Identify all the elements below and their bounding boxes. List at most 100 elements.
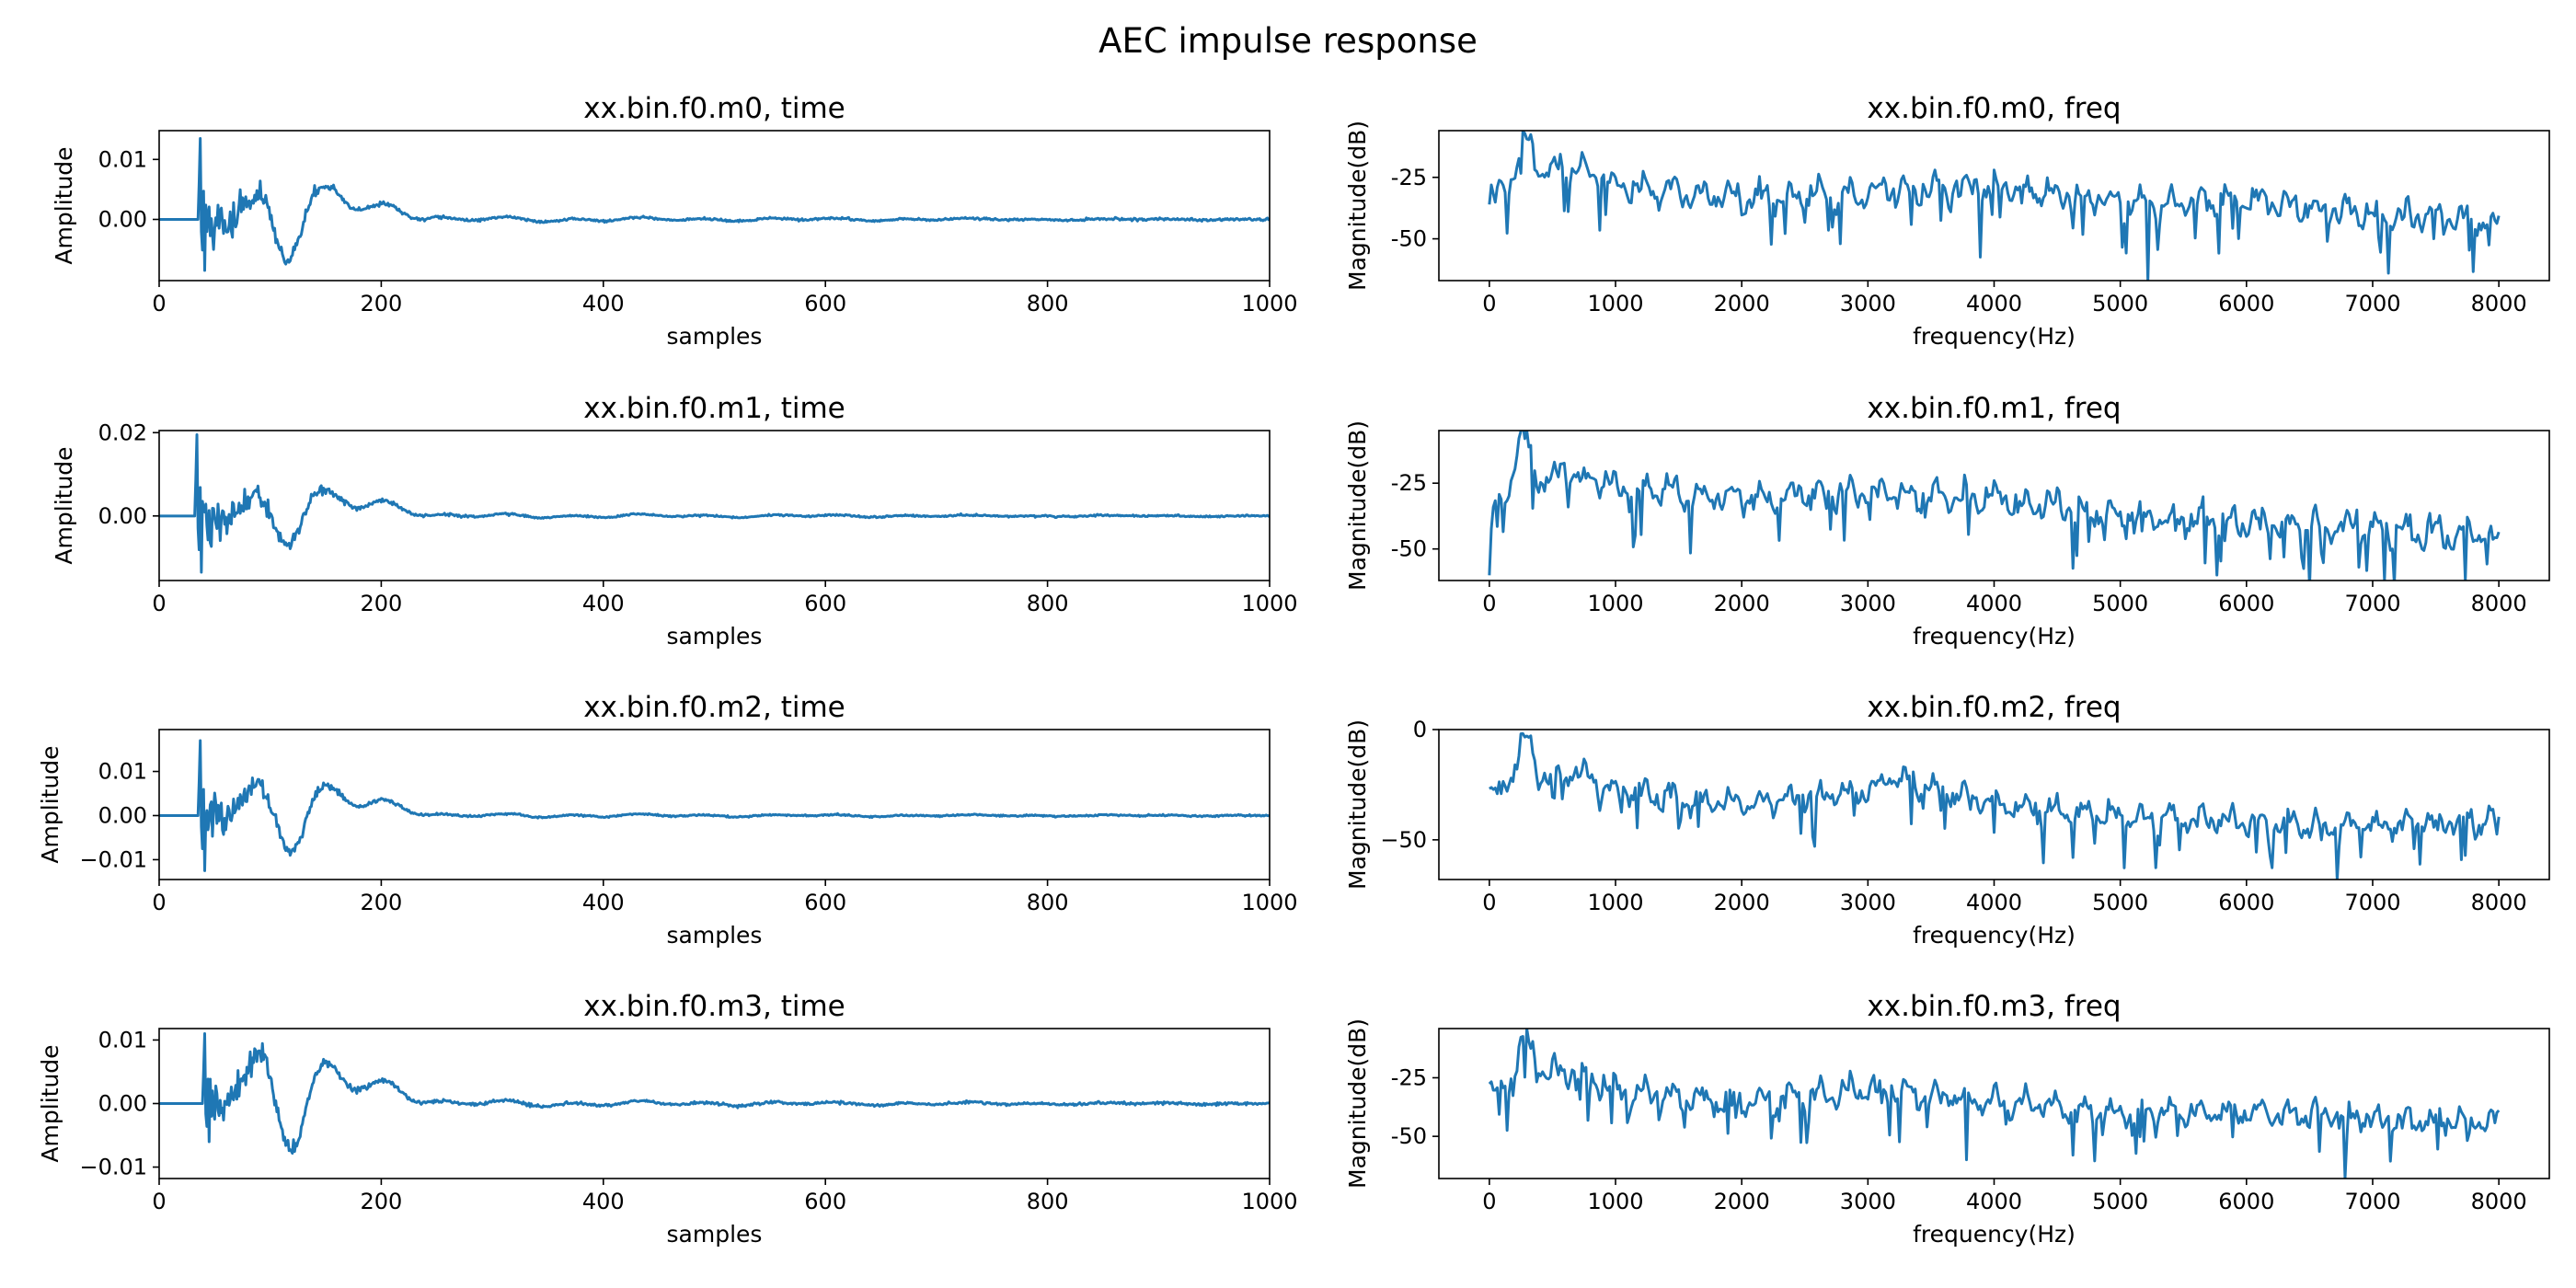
series-line bbox=[1488, 1029, 2501, 1179]
panel-title: xx.bin.f0.m3, time bbox=[583, 990, 845, 1023]
x-tick-label: 2000 bbox=[1714, 1189, 1770, 1214]
x-tick-label: 0 bbox=[152, 890, 166, 915]
x-tick-label: 2000 bbox=[1714, 291, 1770, 316]
plot-frame bbox=[158, 130, 1271, 282]
y-tick-label: 0.01 bbox=[98, 1027, 147, 1052]
x-tick-label: 0 bbox=[152, 591, 166, 616]
x-tick-label: 0 bbox=[1482, 291, 1496, 316]
x-tick-label: 400 bbox=[582, 1189, 625, 1214]
x-tick-label: 8000 bbox=[2471, 291, 2527, 316]
y-axis-label: Magnitude(dB) bbox=[1344, 719, 1371, 890]
y-tick-label: 0 bbox=[1413, 717, 1427, 742]
x-tick-label: 1000 bbox=[1241, 890, 1297, 915]
x-tick-label: 600 bbox=[804, 591, 846, 616]
x-axis-label: frequency(Hz) bbox=[1913, 922, 2076, 949]
y-tick-label: -25 bbox=[1391, 1064, 1427, 1090]
x-tick-label: 400 bbox=[582, 890, 625, 915]
x-tick-label: 5000 bbox=[2092, 291, 2148, 316]
series-line bbox=[1488, 131, 2501, 281]
y-tick-label: 0.01 bbox=[98, 759, 147, 785]
y-tick-label: -50 bbox=[1391, 536, 1427, 562]
panel-title: xx.bin.f0.m1, time bbox=[583, 392, 845, 425]
x-tick-label: 3000 bbox=[1840, 291, 1896, 316]
x-axis-label: samples bbox=[667, 922, 763, 949]
series-line bbox=[159, 136, 1270, 272]
y-tick-label: 0.00 bbox=[98, 503, 147, 529]
x-tick-label: 7000 bbox=[2344, 591, 2400, 616]
x-axis-label: frequency(Hz) bbox=[1913, 323, 2076, 350]
plot-frame bbox=[158, 729, 1271, 880]
x-tick-label: 0 bbox=[152, 1189, 166, 1214]
subplot-0: 0 200 400 600 800 1000 0.00 0.01 xx.bin.f0.m0, t… bbox=[51, 92, 1298, 350]
x-tick-label: 0 bbox=[1482, 1189, 1496, 1214]
x-tick-label: 7000 bbox=[2344, 291, 2400, 316]
x-tick-label: 3000 bbox=[1840, 890, 1896, 915]
panel-title: xx.bin.f0.m0, freq bbox=[1867, 92, 2121, 125]
subplot-5: 0 1000 2000 3000 4000 5000 6000 7000 8000 0 −50 xx.… bbox=[1344, 691, 2550, 949]
y-axis-label: Magnitude(dB) bbox=[1344, 1018, 1371, 1189]
x-tick-label: 1000 bbox=[1587, 291, 1643, 316]
x-tick-label: 1000 bbox=[1241, 591, 1297, 616]
x-tick-label: 200 bbox=[360, 1189, 402, 1214]
x-tick-label: 200 bbox=[360, 890, 402, 915]
x-tick-label: 6000 bbox=[2218, 591, 2274, 616]
x-tick-label: 6000 bbox=[2218, 291, 2274, 316]
panel-title: xx.bin.f0.m0, time bbox=[583, 92, 845, 125]
x-axis-label: samples bbox=[667, 1221, 763, 1248]
y-tick-label: -50 bbox=[1391, 226, 1427, 252]
x-tick-label: 400 bbox=[582, 591, 625, 616]
subplot-6: 0 200 400 600 800 1000 0.01 0.00 −0.01 xx.bin.f0.… bbox=[37, 990, 1298, 1248]
x-tick-label: 8000 bbox=[2471, 890, 2527, 915]
x-tick-label: 4000 bbox=[1966, 890, 2022, 915]
x-tick-label: 800 bbox=[1027, 591, 1069, 616]
x-tick-label: 1000 bbox=[1241, 1189, 1297, 1214]
x-axis-label: frequency(Hz) bbox=[1913, 623, 2076, 650]
figure-title: AEC impulse response bbox=[1098, 21, 1478, 61]
y-axis-label: Magnitude(dB) bbox=[1344, 420, 1371, 591]
x-tick-label: 4000 bbox=[1966, 1189, 2022, 1214]
x-tick-label: 600 bbox=[804, 890, 846, 915]
y-axis-label: Magnitude(dB) bbox=[1344, 121, 1371, 291]
series-line bbox=[159, 1032, 1270, 1156]
x-tick-label: 1000 bbox=[1587, 1189, 1643, 1214]
x-tick-label: 7000 bbox=[2344, 890, 2400, 915]
y-axis-label: Amplitude bbox=[51, 446, 77, 564]
x-tick-label: 5000 bbox=[2092, 591, 2148, 616]
x-tick-label: 1000 bbox=[1587, 591, 1643, 616]
x-tick-label: 600 bbox=[804, 291, 846, 316]
panel-title: xx.bin.f0.m1, freq bbox=[1867, 392, 2121, 425]
x-tick-label: 8000 bbox=[2471, 1189, 2527, 1214]
series-line bbox=[159, 739, 1270, 872]
x-tick-label: 3000 bbox=[1840, 1189, 1896, 1214]
panel-title: xx.bin.f0.m2, freq bbox=[1867, 691, 2121, 724]
x-tick-label: 2000 bbox=[1714, 890, 1770, 915]
subplot-4: 0 200 400 600 800 1000 0.01 0.00 −0.01 xx.bin.f0.… bbox=[37, 691, 1298, 949]
x-tick-label: 0 bbox=[1482, 591, 1496, 616]
subplot-3: 0 1000 2000 3000 4000 5000 6000 7000 8000 -25 -50 x… bbox=[1344, 392, 2550, 650]
subplot-2: 0 200 400 600 800 1000 0.00 0.02 xx.bin.f0.m1, t… bbox=[51, 392, 1298, 650]
x-tick-label: 2000 bbox=[1714, 591, 1770, 616]
x-tick-label: 3000 bbox=[1840, 591, 1896, 616]
x-tick-label: 200 bbox=[360, 591, 402, 616]
y-axis-label: Amplitude bbox=[37, 1044, 63, 1162]
panel-title: xx.bin.f0.m2, time bbox=[583, 691, 845, 724]
x-tick-label: 1000 bbox=[1241, 291, 1297, 316]
subplot-7: 0 1000 2000 3000 4000 5000 6000 7000 8000 -25 -50 x… bbox=[1344, 990, 2550, 1248]
plot-frame bbox=[158, 430, 1271, 581]
y-tick-label: -50 bbox=[1391, 1123, 1427, 1149]
x-tick-label: 200 bbox=[360, 291, 402, 316]
x-tick-label: 1000 bbox=[1587, 890, 1643, 915]
x-tick-label: 8000 bbox=[2471, 591, 2527, 616]
x-tick-label: 7000 bbox=[2344, 1189, 2400, 1214]
y-axis-label: Amplitude bbox=[37, 745, 63, 863]
y-tick-label: −50 bbox=[1380, 827, 1427, 853]
x-tick-label: 800 bbox=[1027, 1189, 1069, 1214]
y-tick-label: 0.00 bbox=[98, 206, 147, 232]
series-line bbox=[1489, 731, 2501, 880]
y-tick-label: −0.01 bbox=[79, 1155, 147, 1180]
x-axis-label: frequency(Hz) bbox=[1913, 1221, 2076, 1248]
x-tick-label: 6000 bbox=[2218, 890, 2274, 915]
x-tick-label: 600 bbox=[804, 1189, 846, 1214]
